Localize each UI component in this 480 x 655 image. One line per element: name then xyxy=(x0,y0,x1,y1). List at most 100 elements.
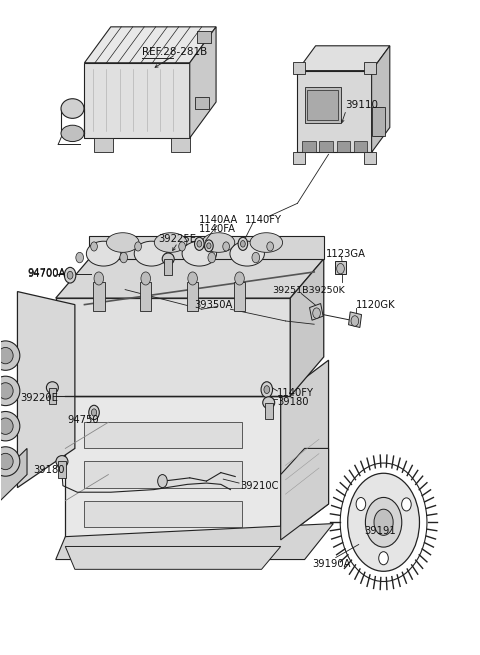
Ellipse shape xyxy=(230,241,264,266)
Text: 39350A: 39350A xyxy=(194,299,233,310)
Circle shape xyxy=(120,252,128,263)
Text: 1140FA: 1140FA xyxy=(199,224,236,234)
Circle shape xyxy=(223,242,229,251)
Circle shape xyxy=(261,382,273,398)
Ellipse shape xyxy=(47,382,59,394)
Circle shape xyxy=(94,272,104,285)
Polygon shape xyxy=(298,46,390,71)
Circle shape xyxy=(267,242,274,251)
Bar xyxy=(305,87,340,123)
Circle shape xyxy=(141,272,151,285)
Circle shape xyxy=(194,237,204,250)
Circle shape xyxy=(89,405,99,420)
Circle shape xyxy=(252,252,260,263)
Bar xyxy=(94,138,113,153)
Circle shape xyxy=(64,267,76,283)
Ellipse shape xyxy=(134,241,168,266)
Circle shape xyxy=(365,497,402,547)
Bar xyxy=(307,90,338,120)
Bar xyxy=(293,153,305,164)
Circle shape xyxy=(351,316,359,326)
Circle shape xyxy=(264,386,270,394)
Ellipse shape xyxy=(155,233,187,252)
Circle shape xyxy=(402,498,411,511)
Ellipse shape xyxy=(182,241,216,266)
Circle shape xyxy=(313,308,321,318)
Bar xyxy=(164,259,172,275)
Polygon shape xyxy=(310,303,323,320)
Ellipse shape xyxy=(162,253,174,265)
Polygon shape xyxy=(65,396,281,540)
Polygon shape xyxy=(65,546,281,569)
Text: 1140FY: 1140FY xyxy=(277,388,314,398)
Polygon shape xyxy=(17,291,75,487)
Circle shape xyxy=(188,272,197,285)
Bar xyxy=(84,500,242,527)
Circle shape xyxy=(207,243,211,249)
Polygon shape xyxy=(290,259,324,396)
Bar xyxy=(364,62,376,74)
Bar xyxy=(170,138,190,153)
Ellipse shape xyxy=(0,411,20,441)
Circle shape xyxy=(91,242,97,251)
Ellipse shape xyxy=(0,347,13,364)
Text: 39180: 39180 xyxy=(277,397,309,407)
Circle shape xyxy=(204,240,213,252)
Circle shape xyxy=(336,263,344,274)
Bar xyxy=(48,388,56,404)
Bar xyxy=(140,282,152,311)
Polygon shape xyxy=(84,63,190,138)
Ellipse shape xyxy=(0,376,20,405)
Text: 39225E: 39225E xyxy=(158,234,197,244)
Bar xyxy=(197,31,211,43)
Circle shape xyxy=(135,242,142,251)
Bar xyxy=(58,462,66,478)
Text: 1140AA: 1140AA xyxy=(199,215,239,225)
Bar xyxy=(364,153,376,164)
Bar xyxy=(372,107,385,136)
Polygon shape xyxy=(298,71,372,153)
Circle shape xyxy=(238,237,248,250)
Text: 1120GK: 1120GK xyxy=(356,299,396,310)
Text: 39220E: 39220E xyxy=(20,393,58,403)
Circle shape xyxy=(374,509,393,535)
Polygon shape xyxy=(335,261,346,274)
Circle shape xyxy=(164,252,171,263)
Text: 1140FY: 1140FY xyxy=(245,215,282,225)
Ellipse shape xyxy=(202,233,235,252)
Polygon shape xyxy=(89,236,324,259)
Circle shape xyxy=(356,498,366,511)
Polygon shape xyxy=(281,449,328,540)
Text: 39180: 39180 xyxy=(33,465,65,475)
Ellipse shape xyxy=(0,418,13,434)
Ellipse shape xyxy=(250,233,283,252)
Bar xyxy=(84,462,242,487)
Circle shape xyxy=(91,409,96,416)
Polygon shape xyxy=(56,298,290,396)
Polygon shape xyxy=(348,312,361,328)
Ellipse shape xyxy=(263,397,275,409)
Text: 39191: 39191 xyxy=(364,527,396,536)
Ellipse shape xyxy=(86,241,121,266)
Polygon shape xyxy=(84,27,216,63)
Text: 1123GA: 1123GA xyxy=(326,250,366,259)
Bar xyxy=(234,282,245,311)
Bar xyxy=(293,62,305,74)
Circle shape xyxy=(179,242,185,251)
Bar xyxy=(187,282,198,311)
Bar xyxy=(302,141,316,153)
Polygon shape xyxy=(0,449,27,507)
Polygon shape xyxy=(190,27,216,138)
Ellipse shape xyxy=(107,233,139,252)
Circle shape xyxy=(379,552,388,565)
Ellipse shape xyxy=(61,125,84,141)
Ellipse shape xyxy=(56,456,68,468)
Circle shape xyxy=(208,252,216,263)
Ellipse shape xyxy=(0,453,13,470)
Polygon shape xyxy=(56,259,324,298)
Text: 39210C: 39210C xyxy=(240,481,278,491)
Text: 94700A: 94700A xyxy=(27,269,65,279)
Ellipse shape xyxy=(0,447,20,476)
Ellipse shape xyxy=(61,99,84,119)
Text: 39251B39250K: 39251B39250K xyxy=(273,286,345,295)
